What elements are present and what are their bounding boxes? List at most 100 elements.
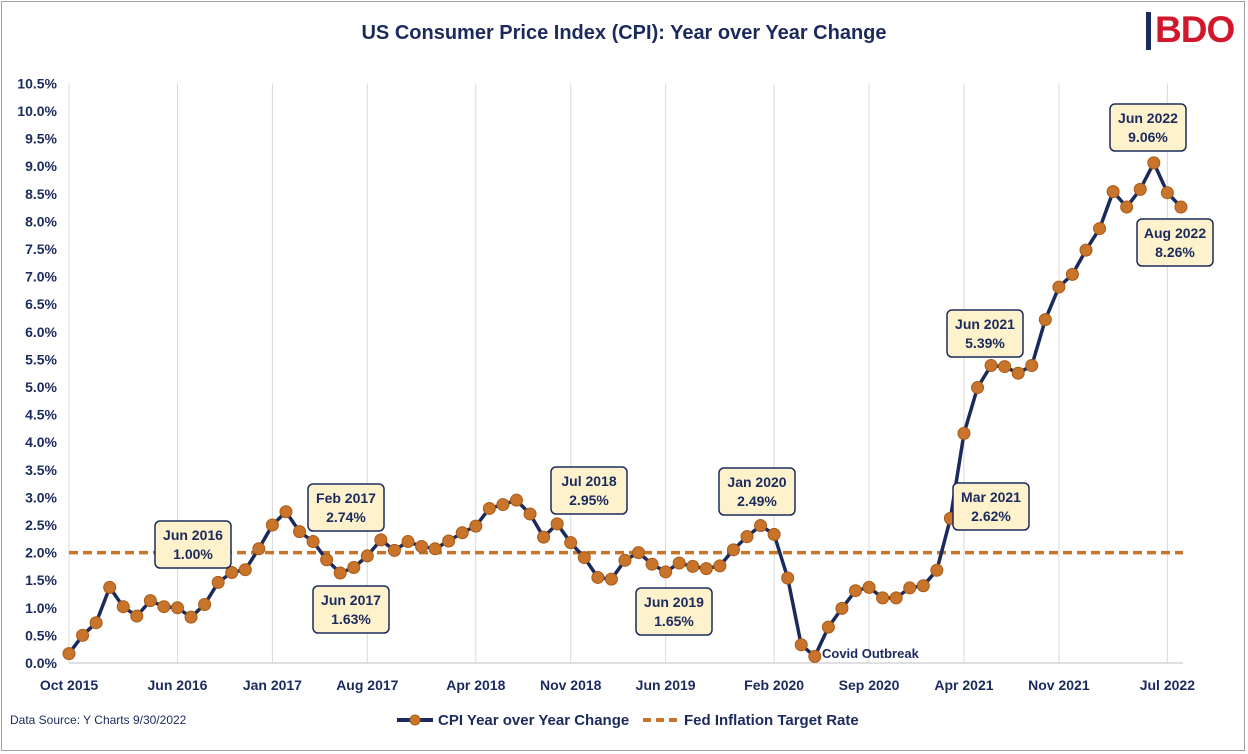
annotation-jun2021: Jun 2021 5.39%	[946, 309, 1024, 358]
y-tick-label: 4.0%	[25, 434, 57, 450]
cpi-data-point	[455, 526, 469, 540]
cpi-data-point	[930, 563, 944, 577]
cpi-data-point	[333, 566, 347, 580]
annotation-date: Jul 2018	[561, 473, 616, 489]
y-tick-label: 4.5%	[25, 407, 57, 423]
cpi-data-point	[971, 381, 985, 395]
cpi-data-point	[238, 563, 252, 577]
x-tick-label: Aug 2017	[336, 677, 398, 693]
cpi-data-point	[170, 601, 184, 615]
cpi-data-point	[306, 535, 320, 549]
cpi-data-point	[103, 580, 117, 594]
y-tick-label: 8.5%	[25, 186, 57, 202]
cpi-data-point	[225, 565, 239, 579]
annotation-date: Aug 2022	[1144, 225, 1206, 241]
annotation-date: Mar 2021	[961, 489, 1021, 505]
cpi-data-point	[1038, 313, 1052, 327]
cpi-data-point	[1093, 222, 1107, 236]
y-tick-label: 6.0%	[25, 324, 57, 340]
annotation-value: 2.62%	[971, 508, 1011, 524]
annotation-jun2019: Jun 2019 1.65%	[635, 587, 713, 636]
cpi-data-point	[442, 534, 456, 548]
cpi-data-point	[645, 557, 659, 571]
cpi-data-point	[157, 600, 171, 614]
cpi-data-point	[1160, 186, 1174, 200]
y-tick-label: 9.0%	[25, 158, 57, 174]
legend-target-label: Fed Inflation Target Rate	[684, 712, 859, 729]
cpi-data-point	[808, 649, 822, 663]
annotation-box	[1109, 103, 1187, 152]
cpi-data-point	[482, 501, 496, 515]
legend-cpi-marker	[409, 714, 421, 726]
x-tick-label: Apr 2018	[446, 677, 505, 693]
cpi-data-point	[889, 591, 903, 605]
y-tick-label: 0.5%	[25, 627, 57, 643]
cpi-data-point	[320, 553, 334, 567]
cpi-data-point	[998, 360, 1012, 374]
x-tick-label: Jun 2016	[148, 677, 208, 693]
y-tick-label: 0.0%	[25, 655, 57, 671]
x-tick-label: Jan 2017	[243, 677, 302, 693]
y-tick-label: 6.5%	[25, 296, 57, 312]
cpi-data-point	[1079, 243, 1093, 257]
cpi-data-point	[89, 616, 103, 630]
cpi-data-point	[754, 519, 768, 533]
annotation-value: 2.95%	[569, 492, 609, 508]
x-tick-label: Feb 2020	[744, 677, 804, 693]
legend-cpi-label: CPI Year over Year Change	[438, 712, 629, 729]
data-source-note: Data Source: Y Charts 9/30/2022	[10, 713, 187, 727]
bdo-logo: BDO	[1143, 8, 1245, 50]
cpi-series-line	[67, 161, 1183, 659]
annotation-jun2016: Jun 2016 1.00%	[154, 520, 232, 569]
annotation-date: Feb 2017	[316, 490, 376, 506]
annotation-value: 2.74%	[326, 509, 366, 525]
cpi-data-point	[62, 647, 76, 661]
annotation-box	[718, 467, 796, 516]
cpi-data-point	[672, 556, 686, 570]
annotation-date: Jun 2022	[1118, 110, 1178, 126]
cpi-data-point	[591, 570, 605, 584]
y-tick-label: 2.5%	[25, 517, 57, 533]
cpi-data-point	[1025, 358, 1039, 372]
cpi-data-point	[1011, 366, 1025, 380]
cpi-data-point	[401, 535, 415, 549]
annotation-value: 1.65%	[654, 613, 694, 629]
y-tick-label: 10.5%	[17, 75, 57, 91]
cpi-data-point	[360, 549, 374, 563]
cpi-data-point	[767, 527, 781, 541]
cpi-data-point	[821, 620, 835, 634]
cpi-data-point	[862, 580, 876, 594]
cpi-data-point	[374, 533, 388, 547]
y-tick-label: 2.0%	[25, 545, 57, 561]
x-tick-label: Apr 2021	[934, 677, 993, 693]
cpi-data-point	[116, 600, 130, 614]
cpi-data-point	[726, 543, 740, 557]
annotation-value: 9.06%	[1128, 129, 1168, 145]
x-tick-label: Nov 2018	[540, 677, 602, 693]
cpi-data-point	[523, 507, 537, 521]
cpi-data-point	[564, 536, 578, 550]
annotation-date: Jan 2020	[727, 474, 786, 490]
annotation-aug2022: Aug 2022 8.26%	[1136, 218, 1214, 267]
annotation-jun2022: Jun 2022 9.06%	[1109, 103, 1187, 152]
cpi-data-point	[740, 530, 754, 544]
y-tick-label: 9.5%	[25, 131, 57, 147]
annotation-value: 1.00%	[173, 546, 213, 562]
y-tick-label: 3.5%	[25, 462, 57, 478]
annotation-box	[312, 585, 390, 634]
annotation-box	[154, 520, 232, 569]
cpi-data-point	[1106, 185, 1120, 199]
annotation-box	[946, 309, 1024, 358]
cpi-data-point	[984, 358, 998, 372]
x-tick-label: Oct 2015	[40, 677, 99, 693]
cpi-data-point	[509, 493, 523, 507]
cpi-data-point	[279, 505, 293, 519]
y-tick-label: 10.0%	[17, 103, 57, 119]
cpi-data-point	[265, 518, 279, 532]
cpi-data-point	[618, 553, 632, 567]
cpi-data-point	[848, 584, 862, 598]
cpi-data-point	[876, 591, 890, 605]
annotation-box	[307, 483, 385, 532]
